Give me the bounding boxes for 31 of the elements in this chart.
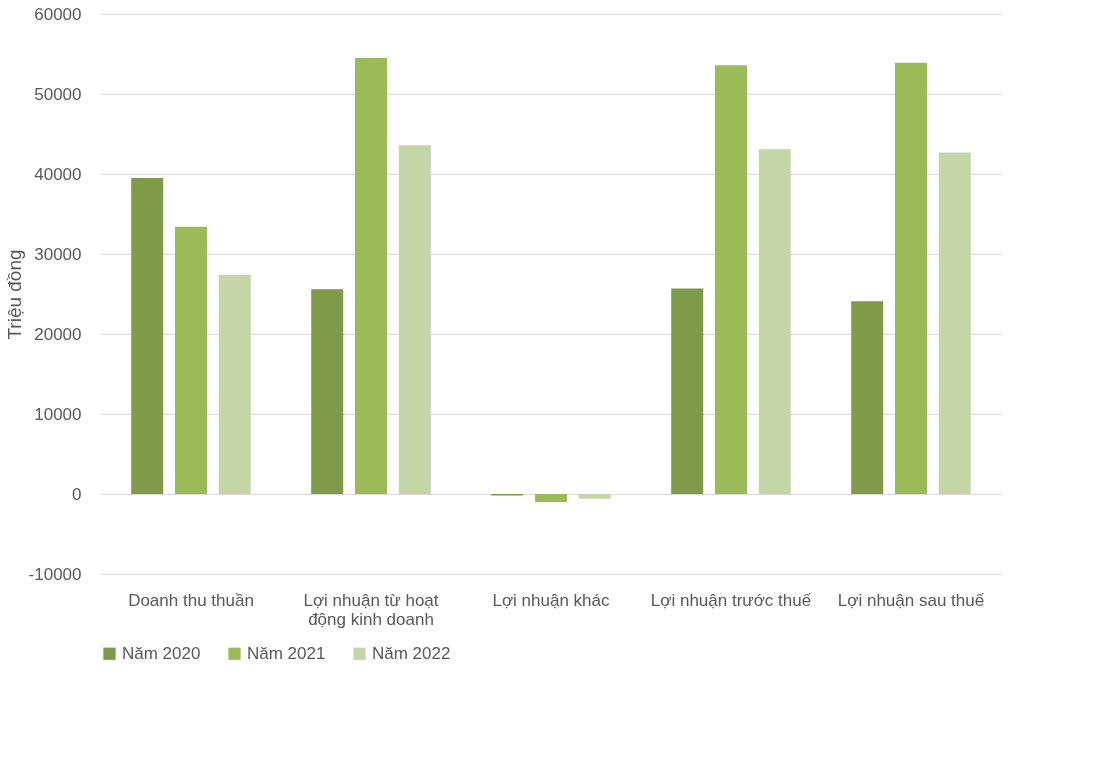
bar (715, 65, 747, 494)
bar (175, 226, 207, 494)
y-tick-label: 20000 (34, 324, 82, 344)
bar (398, 145, 431, 494)
bar (578, 494, 611, 499)
y-tick-label: 10000 (34, 404, 82, 424)
bar (671, 288, 704, 494)
x-tick-label: Lợi nhuận khác (492, 590, 610, 610)
y-tick-label: 40000 (34, 164, 82, 184)
bar (535, 494, 567, 502)
y-tick-label: 50000 (34, 84, 82, 104)
legend-label: Năm 2021 (247, 643, 326, 663)
legend-label: Năm 2020 (122, 643, 201, 663)
y-tick-label: 60000 (34, 4, 82, 24)
y-axis-title: Triệu đồng (3, 249, 25, 340)
legend-label: Năm 2022 (372, 643, 451, 663)
x-tick-label: Lợi nhuận từ hoạt động kinh doanh (303, 590, 439, 629)
x-tick-label: Lợi nhuận trước thuế (650, 590, 812, 610)
bar (218, 274, 251, 494)
bar (851, 301, 884, 494)
y-tick-label: 0 (72, 484, 82, 504)
x-tick-label: Doanh thu thuần (128, 590, 254, 610)
x-tick-label: Lợi nhuận sau thuế (837, 590, 985, 610)
y-tick-label: -10000 (28, 564, 82, 584)
bar (938, 152, 971, 494)
y-tick-label: 30000 (34, 244, 82, 264)
bar (895, 62, 927, 494)
bar (758, 149, 791, 494)
bar (355, 58, 387, 494)
bar (131, 178, 164, 494)
bar (311, 289, 344, 494)
